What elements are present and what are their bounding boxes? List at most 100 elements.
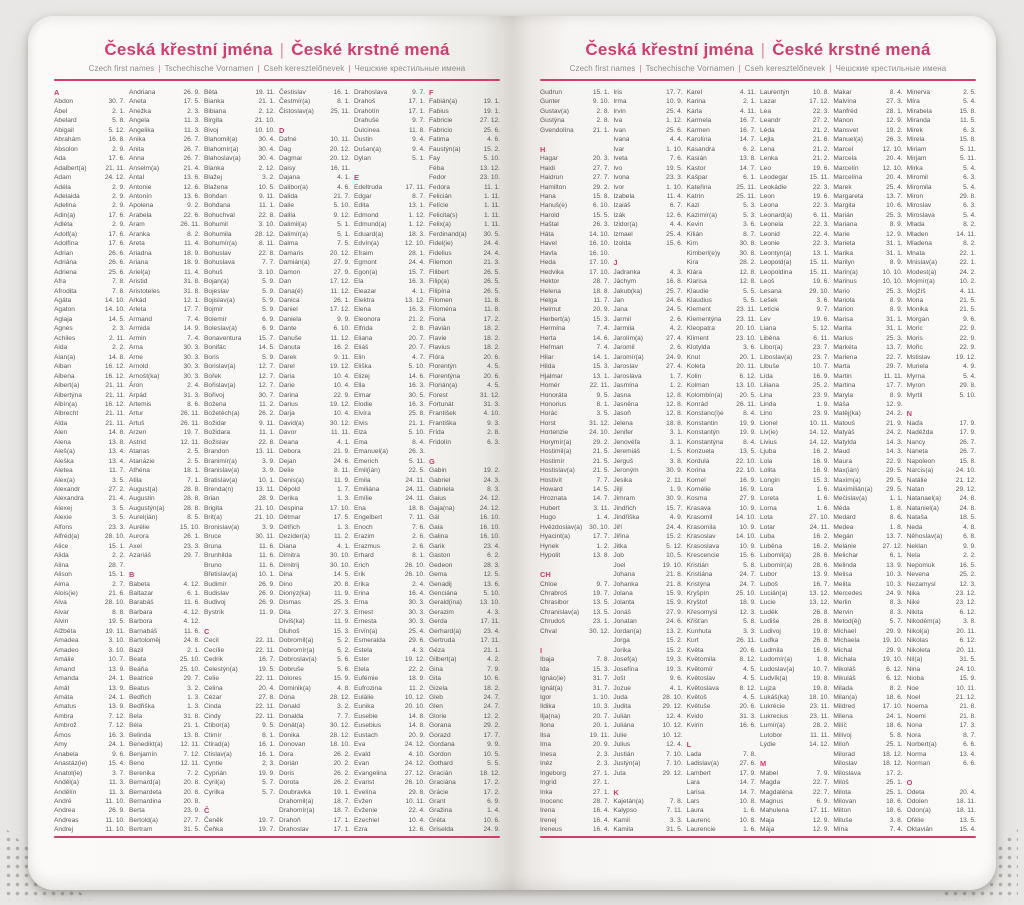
given-name: Damaris bbox=[279, 249, 304, 257]
name-entry: Lesana 29. 10. bbox=[760, 287, 829, 296]
header-divider bbox=[54, 79, 500, 81]
name-entry: Eva 24. 12. bbox=[354, 740, 425, 749]
given-name: Livius bbox=[759, 438, 777, 446]
name-day-date: 8. 4. bbox=[412, 438, 425, 446]
name-entry: Aranka 8. 2. bbox=[129, 230, 200, 239]
given-name: Bartoloměj bbox=[129, 637, 161, 645]
given-name: Marie bbox=[833, 230, 850, 238]
name-entry: Havla 16. 10. bbox=[540, 249, 609, 258]
given-name: Jimram bbox=[613, 495, 635, 503]
name-entry: Anika 26. 7. bbox=[129, 135, 200, 144]
given-name: Howard bbox=[540, 486, 563, 494]
name-day-date: 24. 1. bbox=[886, 712, 903, 720]
given-name: Mnata bbox=[906, 249, 925, 257]
name-entry: Horymír(a) 29. 2. bbox=[540, 438, 609, 447]
given-name: Kilián bbox=[686, 230, 703, 238]
name-day-date: 28. 8. bbox=[183, 486, 201, 494]
given-name: Jáchym bbox=[613, 278, 637, 286]
name-entry: Leoš 19. 6. bbox=[760, 277, 829, 286]
given-name: Dulcinea bbox=[354, 126, 380, 134]
name-entry: Dobromil(a) 5. 2. bbox=[279, 636, 350, 645]
name-day-date: 21. 1. bbox=[483, 646, 501, 654]
name-day-date: 14. 8. bbox=[108, 429, 126, 437]
name-day-date: 20. 7. bbox=[408, 344, 426, 352]
name-day-date: 22. 11. bbox=[255, 646, 275, 654]
name-entry: Hvězdoslav(a) 30. 10. bbox=[540, 523, 609, 532]
name-day-date: 5. 11. bbox=[408, 457, 425, 465]
name-day-date: 8. 9. bbox=[889, 306, 903, 314]
name-entry: Andriana 26. 9. bbox=[129, 88, 200, 97]
given-name: Egon(a) bbox=[354, 268, 378, 276]
name-entry: Maxim(a) 29. 5. bbox=[833, 476, 902, 485]
given-name: Kornel bbox=[686, 476, 706, 484]
name-day-date: 1. 7. bbox=[337, 486, 350, 494]
name-day-date: 17. 7. bbox=[483, 731, 501, 739]
name-entry: Ela 16. 3. bbox=[354, 277, 425, 286]
given-name: Klotylda bbox=[686, 344, 711, 352]
name-entry: Norman 6. 6. bbox=[907, 759, 976, 768]
spacer-row bbox=[907, 400, 976, 409]
name-columns: A Abdon 30. 7. Ábel 2. 1. Abelard 5. 8. Abigail… bbox=[54, 88, 500, 835]
given-name: Ljuba bbox=[759, 448, 777, 456]
name-day-date: 7. 11. bbox=[666, 807, 683, 815]
name-entry: Cinda 22. 11. bbox=[204, 702, 275, 711]
name-day-date: 4. 7. bbox=[412, 353, 425, 361]
given-name: Kolman bbox=[686, 382, 710, 390]
name-entry: Dolores 15. 9. bbox=[279, 674, 350, 683]
name-entry: Anastáz(ie) 15. 4. bbox=[54, 759, 125, 768]
name-entry: Katrin 25. 11. bbox=[687, 192, 756, 201]
given-name: Edita bbox=[354, 202, 370, 210]
given-name: Mladen bbox=[906, 230, 929, 238]
name-entry: Adéla 2. 9. bbox=[54, 183, 125, 192]
given-name: Felicián bbox=[429, 192, 452, 200]
name-day-date: 13. 2. bbox=[666, 627, 683, 635]
name-day-date: 28. 10. bbox=[104, 599, 125, 607]
name-day-date: 28. 8. bbox=[183, 504, 201, 512]
given-name: Baltazar bbox=[129, 590, 154, 598]
name-entry: Markéta 13. 7. bbox=[833, 343, 902, 352]
name-day-date: 20. 1. bbox=[592, 722, 610, 730]
name-day-date: 13. 12. bbox=[404, 296, 425, 304]
name-entry: Davor 11. 11. bbox=[279, 428, 350, 437]
given-name: Miloň bbox=[833, 741, 850, 749]
spacer-row bbox=[204, 617, 275, 626]
name-entry: Justýn(a) 7. 10. bbox=[613, 759, 682, 768]
given-name: Boleslav(a) bbox=[204, 325, 237, 333]
given-name: Mervin bbox=[833, 608, 854, 616]
name-day-date: 1. 6. bbox=[816, 495, 830, 503]
name-entry: Bystrík 11. 9. bbox=[204, 608, 275, 617]
name-entry: David(a) 30. 12. bbox=[279, 419, 350, 428]
name-day-date: 28. 2. bbox=[739, 259, 756, 267]
name-entry: Denis(a) 11. 9. bbox=[279, 476, 350, 485]
name-entry: Gala 16. 10. bbox=[429, 523, 500, 532]
name-entry: August(a) 28. 8. bbox=[129, 485, 200, 494]
name-entry: Anežka 2. 3. bbox=[129, 107, 200, 116]
given-name: Marcelína bbox=[833, 174, 863, 182]
name-day-date: 1. 1. bbox=[889, 495, 903, 503]
given-name: Irvin bbox=[613, 107, 626, 115]
name-entry: Dora 26. 2. bbox=[279, 750, 350, 759]
given-name: Lucián(a) bbox=[759, 590, 788, 598]
name-day-date: 14. 7. bbox=[739, 788, 756, 796]
name-entry: Bratislav(a) 10. 1. bbox=[204, 476, 275, 485]
name-entry: Alois(ie) 21. 6. bbox=[54, 589, 125, 598]
name-day-date: 14. 10. bbox=[735, 514, 756, 522]
name-entry: Jiřina 15. 2. bbox=[613, 532, 682, 541]
name-day-date: 5. 6. bbox=[337, 656, 350, 664]
name-day-date: 14. 8. bbox=[108, 353, 126, 361]
name-day-date: 30. 7. bbox=[108, 98, 126, 106]
name-entry: Erazim 2. 6. bbox=[354, 532, 425, 541]
name-day-date: 13. 10. bbox=[735, 382, 756, 390]
name-day-date: 8. 1. bbox=[337, 98, 350, 106]
given-name: Brandon bbox=[204, 448, 229, 456]
given-name: Atila bbox=[129, 476, 142, 484]
name-day-date: 8. 4. bbox=[743, 438, 756, 446]
given-name: Cedrik bbox=[204, 656, 224, 664]
name-day-date: 17. 7. bbox=[592, 533, 610, 541]
name-day-date: 1. 3. bbox=[187, 703, 200, 711]
given-name: Gina bbox=[429, 665, 443, 673]
name-day-date: 21. 8. bbox=[666, 571, 683, 579]
name-entry: Alexej 3. 5. bbox=[54, 504, 125, 513]
name-entry: Nikita 6. 12. bbox=[907, 608, 976, 617]
name-entry: Albertýna 21. 11. bbox=[54, 391, 125, 400]
